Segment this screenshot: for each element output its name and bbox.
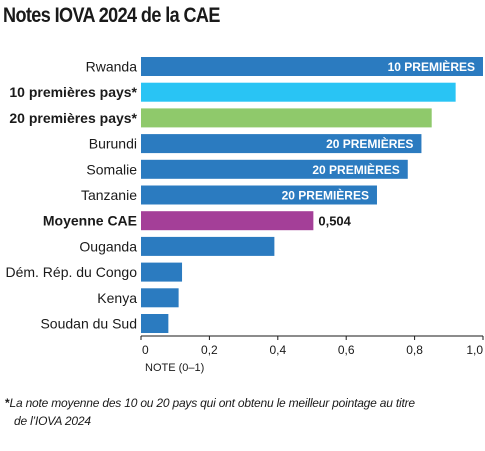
category-label-rwanda: Rwanda	[86, 59, 138, 75]
category-label-kenya: Kenya	[97, 290, 137, 306]
footnote-line-2: de l’IOVA 2024	[14, 414, 91, 428]
category-label-20-premieres-pays: 20 premières pays*	[9, 110, 137, 126]
category-label-somalie: Somalie	[86, 161, 137, 177]
category-label-dem-rep-du-congo: Dém. Rép. du Congo	[5, 264, 137, 280]
bar-somalie	[141, 159, 408, 179]
bar-20-premieres-pays	[141, 108, 432, 128]
bar-rwanda	[141, 57, 483, 76]
bar-label-rwanda: 10 PREMIÈRES	[388, 59, 475, 74]
bar-soudan-du-sud	[141, 314, 169, 333]
bar-10-premieres-pays	[141, 82, 456, 102]
category-label-moyenne-cae: Moyenne CAE	[43, 213, 137, 229]
bar-ouganda	[141, 236, 275, 256]
chart-footnote: *La note moyenne des 10 ou 20 pays qui o…	[5, 394, 475, 430]
x-tick-label: 1,0	[466, 343, 483, 357]
bar-kenya	[141, 288, 179, 308]
bar-label-tanzanie: 20 PREMIÈRES	[282, 188, 369, 203]
bar-burundi	[141, 134, 422, 154]
value-label-moyenne-cae: 0,504	[318, 214, 351, 229]
x-axis-title: NOTE (0–1)	[145, 362, 204, 374]
category-label-soudan-du-sud: Soudan du Sud	[40, 316, 137, 332]
bar-dem-rep-du-congo	[141, 262, 183, 282]
x-tick-label: 0,6	[338, 343, 355, 357]
x-tick-label: 0,8	[406, 343, 423, 357]
bar-label-somalie: 20 PREMIÈRES	[312, 162, 399, 177]
bar-tanzanie	[141, 185, 377, 205]
footnote-marker: *	[5, 396, 10, 410]
category-label-ouganda: Ouganda	[79, 238, 137, 254]
category-label-tanzanie: Tanzanie	[81, 187, 137, 203]
chart-title: Notes IOVA 2024 de la CAE	[3, 4, 220, 27]
bars-layer: Rwanda 10 PREMIÈRES 10 premières pays* 20 p…	[5, 57, 483, 333]
category-label-burundi: Burundi	[89, 136, 137, 152]
x-tick-label: 0,4	[269, 343, 286, 357]
x-tick-label: 0,2	[201, 343, 218, 357]
x-tick-label: 0	[142, 343, 149, 357]
x-axis: 0 0,2 0,4 0,6 0,8 1,0 NOTE (0–1)	[140, 335, 484, 374]
footnote-line-1: La note moyenne des 10 ou 20 pays qui on…	[9, 396, 415, 410]
bar-moyenne-cae	[141, 211, 314, 231]
bar-label-burundi: 20 PREMIÈRES	[326, 136, 413, 151]
category-label-10-premieres-pays: 10 premières pays*	[9, 84, 137, 100]
